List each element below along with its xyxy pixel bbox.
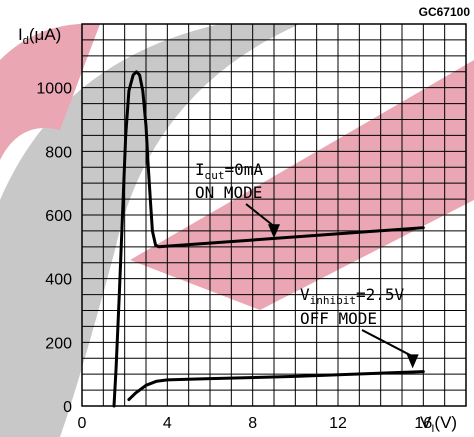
x-tick-label: 16 (414, 415, 432, 432)
y-tick-label: 1000 (36, 81, 72, 98)
annotation-arrow-head (268, 224, 280, 239)
y-tick-label: 800 (45, 144, 72, 161)
x-axis-label: VI(V) (420, 413, 457, 435)
watermark-logo (0, 23, 474, 437)
y-tick-label: 400 (45, 272, 72, 289)
y-tick-label: 0 (63, 399, 72, 416)
watermark-pink-top-left (0, 23, 100, 160)
series-line-2 (127, 370, 425, 402)
x-axis-symbol: V (420, 413, 432, 432)
annotation-arrow-head (406, 354, 419, 369)
annotation-off-mode: OFF MODE (300, 309, 377, 328)
figure-code: GC67100 (419, 5, 471, 19)
series (112, 70, 425, 408)
annotation-on-condition: Iout=0mA (195, 160, 263, 182)
y-tick-label: 600 (45, 208, 72, 225)
tick-labels: 0 4 8 12 16 0 200 400 600 800 1000 (36, 81, 432, 432)
x-axis-unit: (V) (434, 413, 457, 432)
watermark-pink-band (130, 60, 474, 310)
y-axis-label: Id(μA) (18, 25, 61, 47)
annotations (245, 203, 419, 369)
x-tick-label: 0 (78, 415, 87, 432)
x-tick-label: 12 (329, 415, 347, 432)
x-tick-label: 8 (248, 415, 257, 432)
x-axis-subscript: I (431, 423, 434, 435)
y-axis-unit: (μA) (29, 25, 61, 44)
annotation-on-mode: ON MODE (195, 183, 262, 202)
x-tick-label: 4 (163, 415, 172, 432)
annotation-arrow-shaft (361, 329, 414, 358)
plot-frame (81, 23, 467, 407)
watermark-gray-swoosh (0, 24, 300, 437)
axes (81, 23, 467, 407)
y-axis-subscript: d (23, 35, 29, 47)
series-line-1 (112, 70, 425, 408)
y-tick-label: 200 (45, 335, 72, 352)
annotation-off-condition: Vinhibit=2.5V (300, 285, 405, 307)
annotation-arrow-shaft (245, 203, 275, 228)
y-axis-symbol: I (18, 25, 23, 44)
